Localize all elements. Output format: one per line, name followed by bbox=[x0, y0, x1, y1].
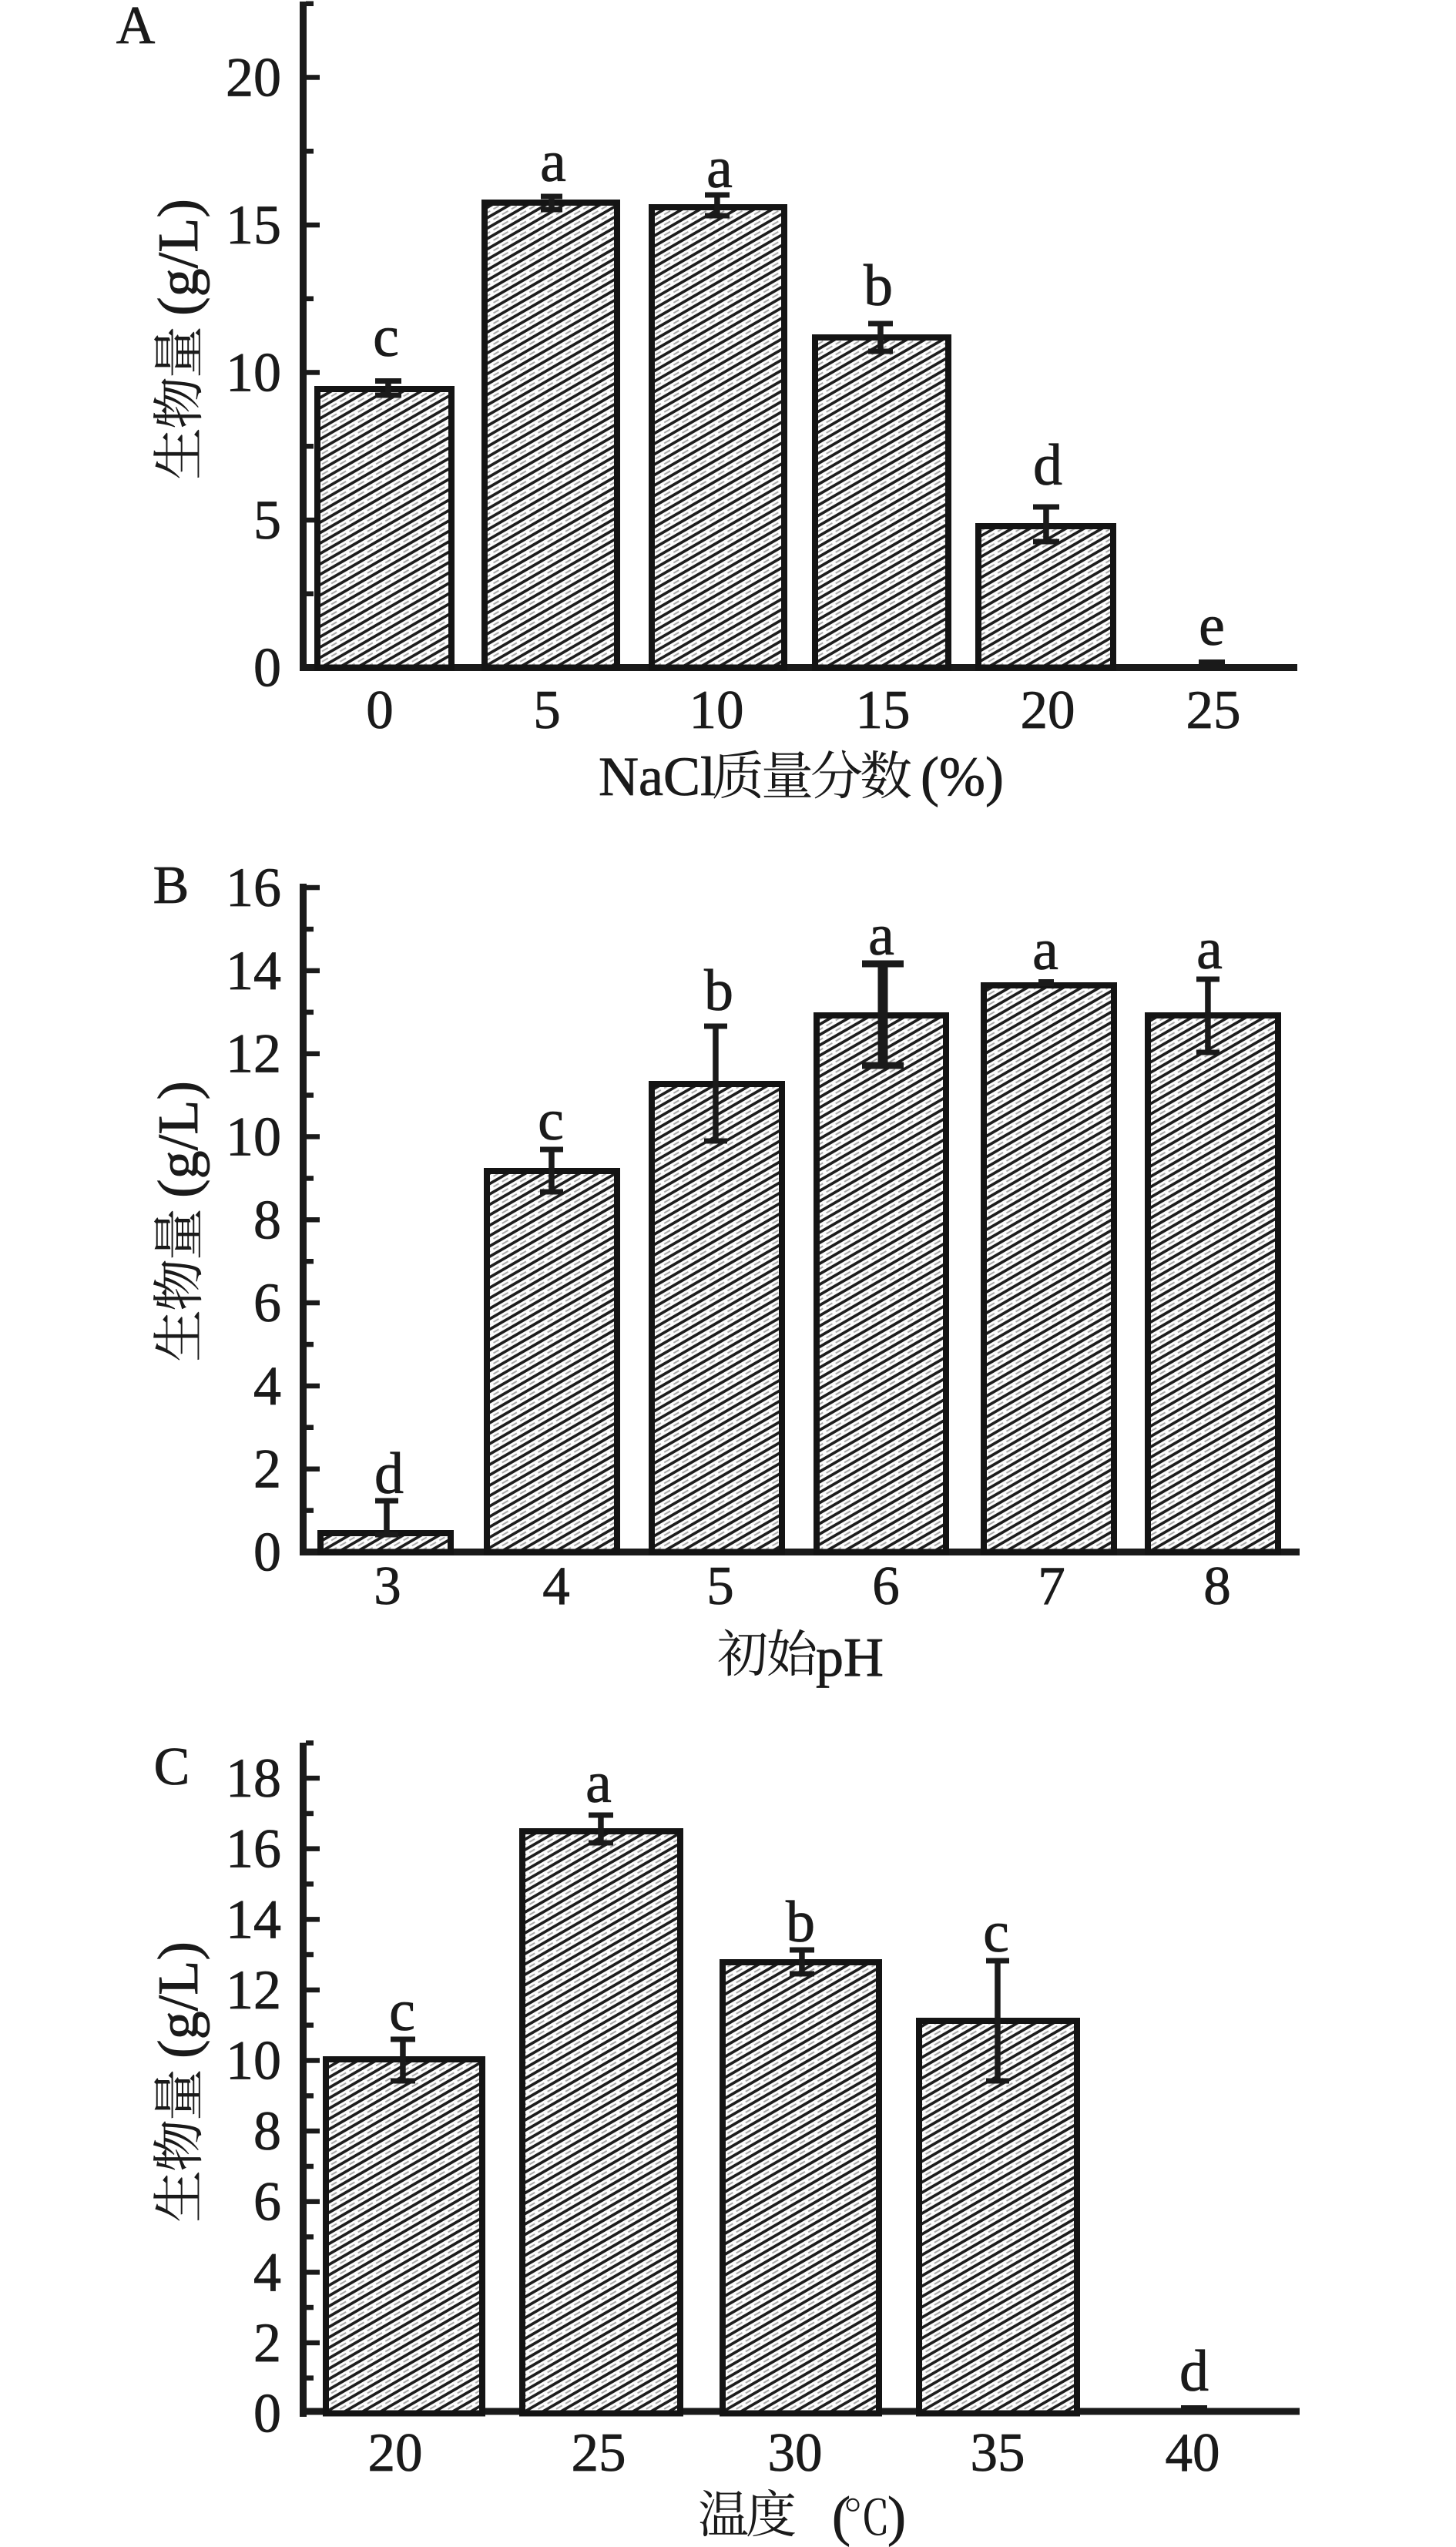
svg-text:14: 14 bbox=[226, 1888, 281, 1950]
svg-text:c: c bbox=[373, 304, 399, 369]
svg-text:0: 0 bbox=[253, 1522, 281, 1583]
svg-text:d: d bbox=[374, 1441, 404, 1506]
svg-text:10: 10 bbox=[226, 2030, 281, 2092]
svg-text:12: 12 bbox=[226, 1959, 281, 2021]
svg-text:pH: pH bbox=[816, 1626, 884, 1688]
svg-text:d: d bbox=[1033, 433, 1062, 498]
svg-text:5: 5 bbox=[533, 680, 561, 740]
svg-text:20: 20 bbox=[368, 2423, 423, 2483]
svg-text:10: 10 bbox=[226, 1106, 281, 1168]
svg-text:d: d bbox=[1179, 2339, 1209, 2404]
svg-text:10: 10 bbox=[689, 680, 744, 740]
svg-text:A: A bbox=[116, 0, 156, 55]
svg-text:(g/L): (g/L) bbox=[147, 1941, 210, 2059]
svg-text:B: B bbox=[153, 856, 190, 915]
svg-text:b: b bbox=[864, 253, 893, 318]
svg-text:a: a bbox=[540, 129, 566, 194]
svg-text:4: 4 bbox=[253, 2241, 281, 2303]
svg-text:5: 5 bbox=[253, 489, 281, 551]
svg-text:a: a bbox=[868, 903, 894, 968]
svg-text:4: 4 bbox=[253, 1355, 281, 1417]
svg-text:14: 14 bbox=[226, 940, 281, 1002]
svg-text:8: 8 bbox=[1203, 1556, 1231, 1616]
svg-text:C: C bbox=[154, 1737, 190, 1797]
svg-text:): ) bbox=[887, 2485, 906, 2547]
svg-text:NaCl: NaCl bbox=[599, 746, 716, 807]
svg-text:15: 15 bbox=[856, 680, 911, 740]
svg-text:(%): (%) bbox=[921, 746, 1004, 807]
svg-text:8: 8 bbox=[253, 1189, 281, 1250]
svg-text:(: ( bbox=[832, 2485, 850, 2547]
svg-text:15: 15 bbox=[226, 194, 281, 256]
svg-text:25: 25 bbox=[1186, 680, 1241, 740]
svg-text:35: 35 bbox=[971, 2423, 1025, 2483]
svg-text:b: b bbox=[786, 1890, 815, 1955]
svg-text:c: c bbox=[389, 1978, 415, 2043]
svg-text:0: 0 bbox=[253, 637, 281, 699]
svg-text:18: 18 bbox=[226, 1747, 281, 1809]
svg-text:0: 0 bbox=[253, 2383, 281, 2445]
svg-text:e: e bbox=[1199, 593, 1225, 658]
svg-text:3: 3 bbox=[374, 1556, 401, 1616]
svg-text:4: 4 bbox=[542, 1556, 570, 1616]
svg-text:2: 2 bbox=[253, 1438, 281, 1500]
svg-text:6: 6 bbox=[253, 2171, 281, 2233]
svg-text:20: 20 bbox=[1021, 680, 1075, 740]
svg-text:(g/L): (g/L) bbox=[147, 1081, 210, 1198]
svg-text:25: 25 bbox=[572, 2423, 626, 2483]
svg-text:20: 20 bbox=[226, 47, 281, 109]
svg-text:(g/L): (g/L) bbox=[147, 199, 210, 316]
svg-text:16: 16 bbox=[226, 857, 281, 918]
svg-text:c: c bbox=[983, 1900, 1009, 1965]
svg-text:a: a bbox=[585, 1750, 612, 1815]
svg-text:a: a bbox=[1032, 918, 1058, 982]
svg-text:2: 2 bbox=[253, 2312, 281, 2374]
svg-text:7: 7 bbox=[1038, 1556, 1065, 1616]
svg-text:30: 30 bbox=[768, 2423, 823, 2483]
svg-text:6: 6 bbox=[253, 1272, 281, 1334]
svg-text:12: 12 bbox=[226, 1023, 281, 1085]
svg-text:a: a bbox=[1196, 917, 1223, 982]
svg-text:10: 10 bbox=[226, 342, 281, 404]
svg-text:5: 5 bbox=[706, 1556, 734, 1616]
svg-text:0: 0 bbox=[366, 680, 394, 740]
svg-text:b: b bbox=[704, 958, 733, 1023]
svg-text:a: a bbox=[706, 136, 733, 200]
svg-text:40: 40 bbox=[1166, 2423, 1220, 2483]
svg-text:8: 8 bbox=[253, 2100, 281, 2162]
svg-text:c: c bbox=[538, 1088, 564, 1153]
svg-text:16: 16 bbox=[226, 1818, 281, 1880]
svg-text:6: 6 bbox=[872, 1556, 900, 1616]
